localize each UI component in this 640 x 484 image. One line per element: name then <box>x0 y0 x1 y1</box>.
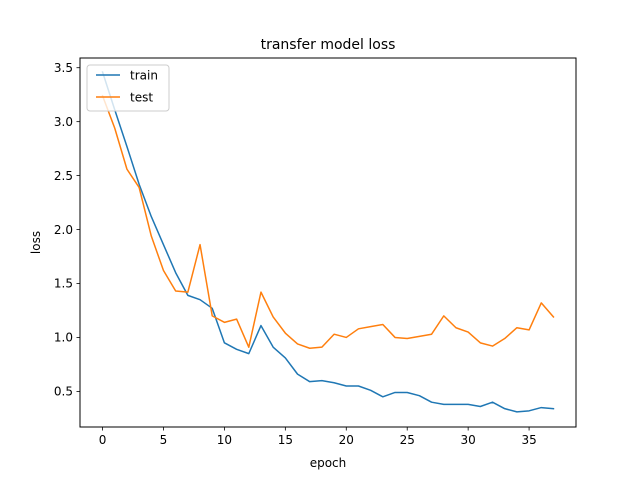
legend-label-train: train <box>130 69 158 83</box>
y-axis-label: loss <box>29 231 43 254</box>
x-axis-label: epoch <box>310 456 347 470</box>
y-tick-label: 0.5 <box>54 385 73 399</box>
y-tick-label: 1.5 <box>54 277 73 291</box>
series-line-test <box>101 94 555 349</box>
y-axis-ticks: 0.5 1.0 1.5 2.0 2.5 3.0 3.5 <box>54 61 80 399</box>
y-tick-label: 2.5 <box>54 169 73 183</box>
plot-area <box>80 58 576 427</box>
y-tick-label: 2.0 <box>54 223 73 237</box>
chart-title: transfer model loss <box>261 37 396 53</box>
y-tick-label: 3.0 <box>54 115 73 129</box>
x-tick-label: 15 <box>278 433 293 447</box>
legend: train test <box>86 64 170 112</box>
series-layer <box>101 71 555 413</box>
x-tick-label: 0 <box>99 433 107 447</box>
axes-frame <box>79 57 577 428</box>
legend-box <box>86 64 170 112</box>
x-tick-label: 10 <box>217 433 232 447</box>
x-tick-label: 20 <box>339 433 354 447</box>
legend-label-test: test <box>130 91 153 105</box>
x-tick-label: 5 <box>160 433 168 447</box>
y-tick-label: 1.0 <box>54 331 73 345</box>
x-axis-ticks: 0 5 10 15 20 25 30 35 <box>99 427 537 447</box>
x-tick-label: 35 <box>521 433 536 447</box>
y-tick-label: 3.5 <box>54 61 73 75</box>
series-line-train <box>101 71 555 413</box>
x-tick-label: 25 <box>400 433 415 447</box>
x-tick-label: 30 <box>461 433 476 447</box>
